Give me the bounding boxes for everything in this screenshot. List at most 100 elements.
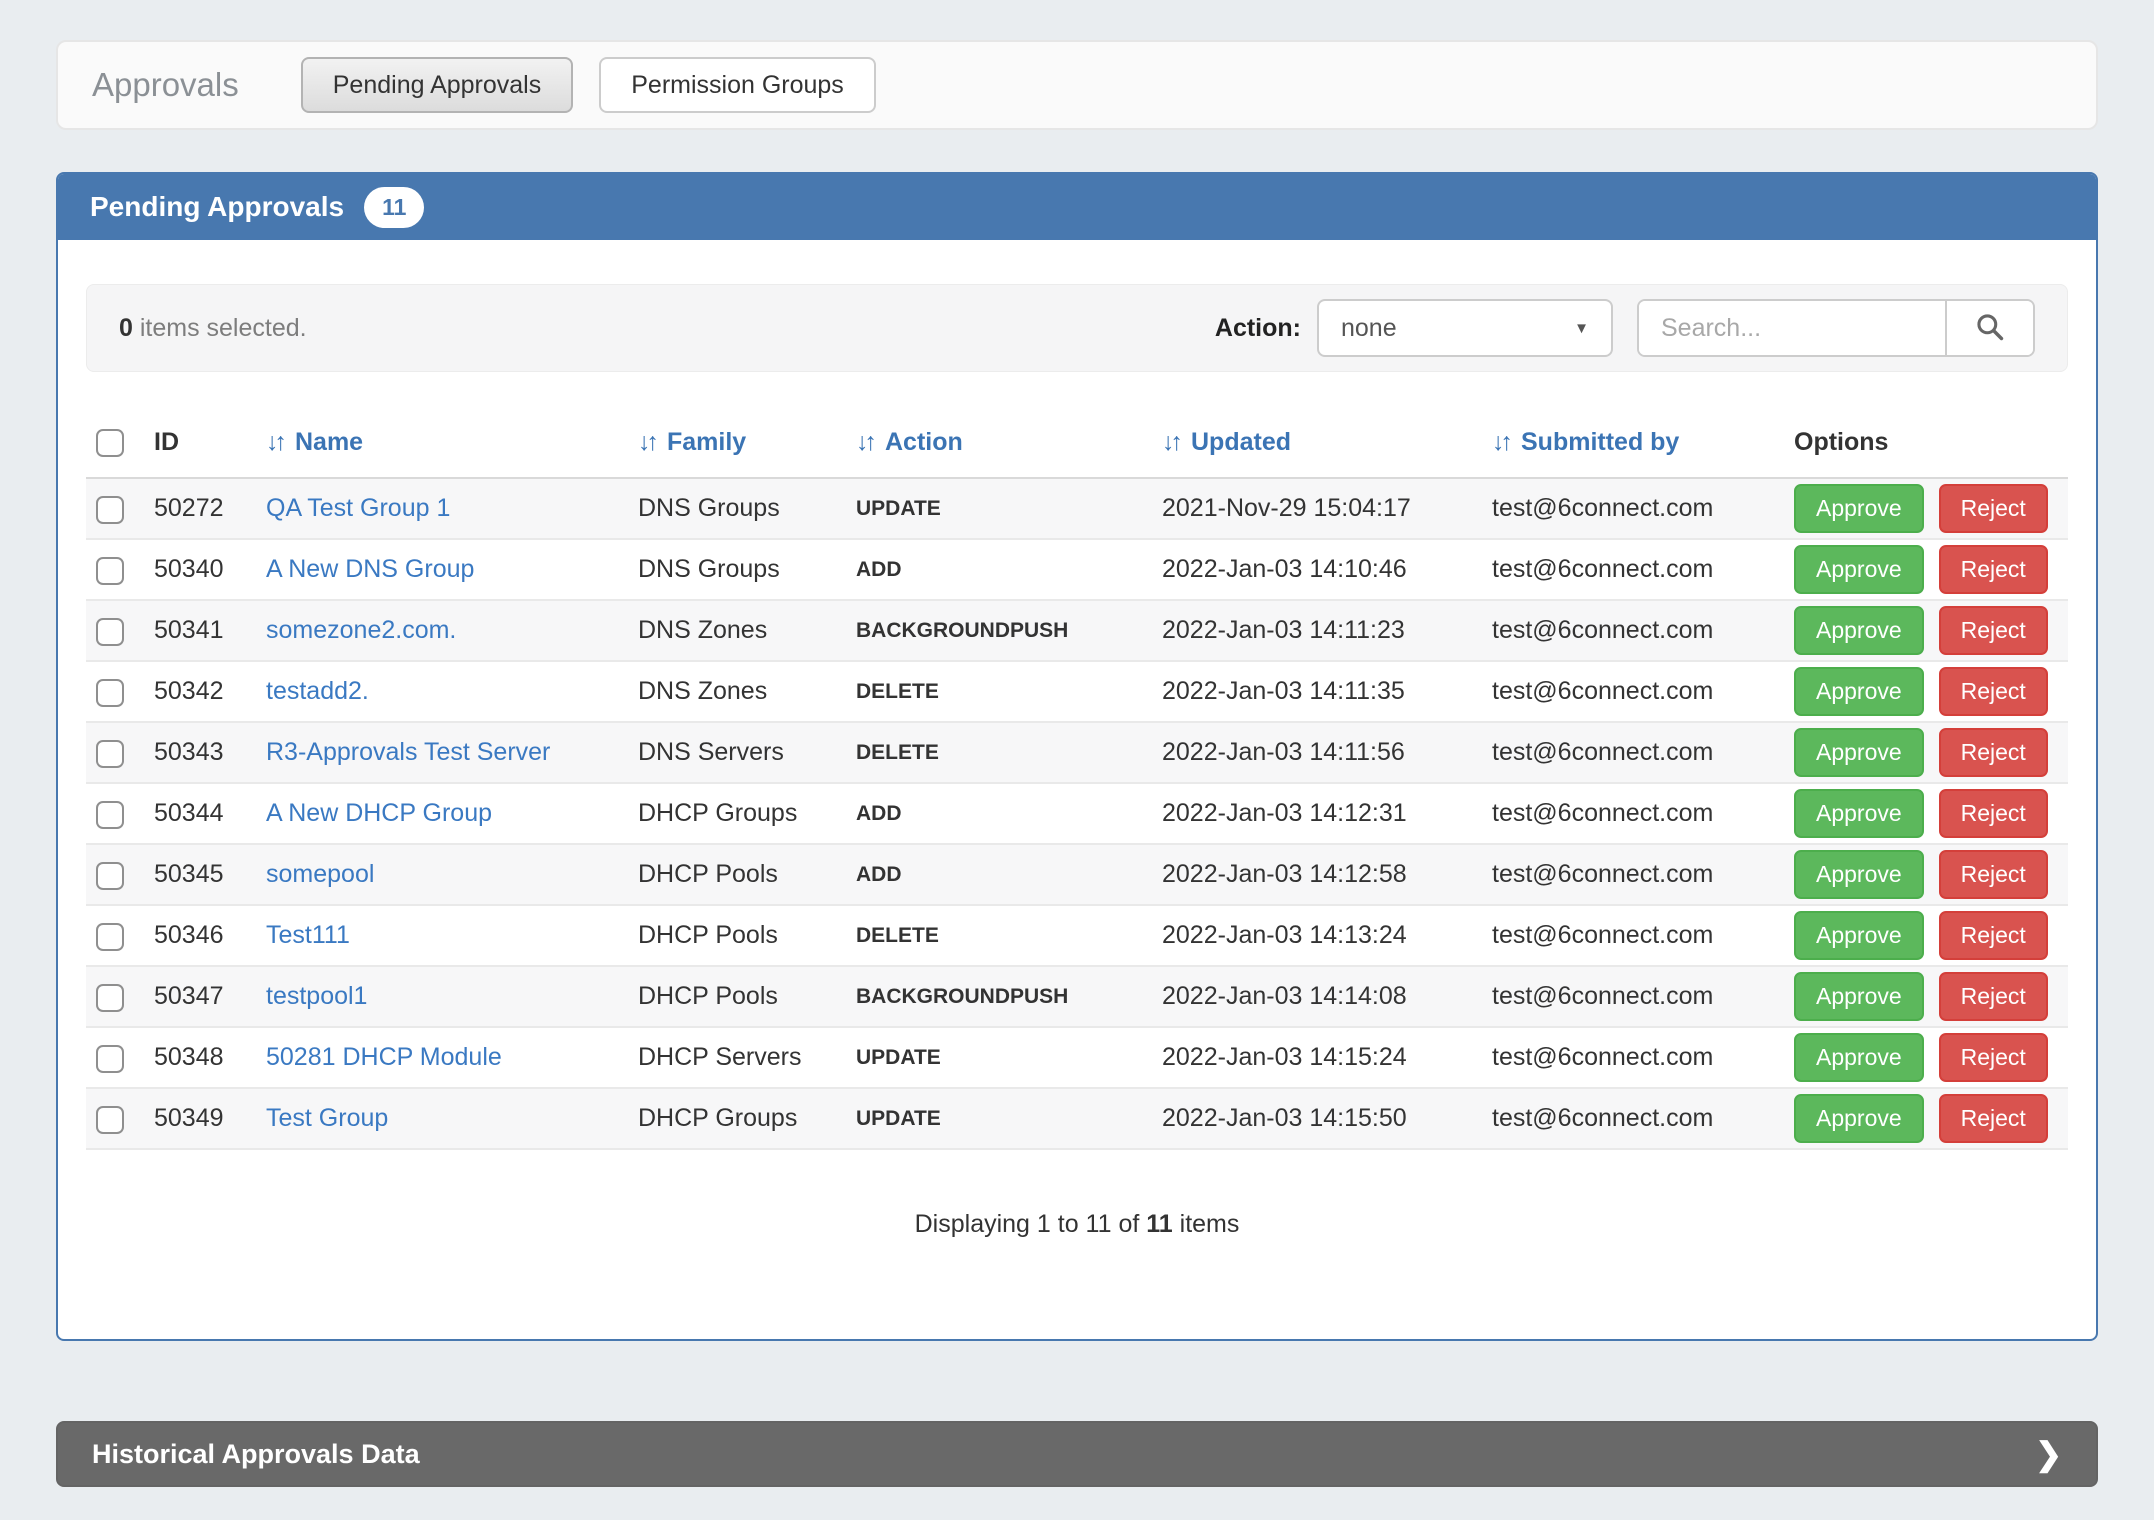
column-header-submitted-by[interactable]: ↓↑Submitted by [1482,428,1784,478]
select-all-checkbox[interactable] [96,429,124,457]
row-checkbox[interactable] [96,923,124,951]
row-updated: 2022-Jan-03 14:14:08 [1152,966,1482,1027]
approve-button[interactable]: Approve [1794,1094,1924,1143]
page-header-card: Approvals Pending Approvals Permission G… [56,40,2098,130]
row-checkbox-cell [86,966,144,1027]
row-checkbox[interactable] [96,618,124,646]
reject-button[interactable]: Reject [1939,484,2048,533]
row-updated: 2022-Jan-03 14:15:50 [1152,1088,1482,1149]
approve-button[interactable]: Approve [1794,1033,1924,1082]
search-input[interactable] [1639,301,1945,355]
row-submitted-by: test@6connect.com [1482,966,1784,1027]
selected-items-status: 0 items selected. [119,314,307,343]
row-name-link[interactable]: R3-Approvals Test Server [266,738,550,766]
search-group [1637,299,2035,357]
row-name-link[interactable]: Test Group [266,1104,388,1132]
row-checkbox[interactable] [96,740,124,768]
toolbar-right: Action: none ▼ [1215,299,2035,357]
approve-button[interactable]: Approve [1794,789,1924,838]
row-family: DHCP Servers [628,1027,846,1088]
row-checkbox[interactable] [96,984,124,1012]
approve-button[interactable]: Approve [1794,728,1924,777]
row-updated: 2022-Jan-03 14:12:58 [1152,844,1482,905]
row-checkbox-cell [86,539,144,600]
panel-title: Pending Approvals [90,191,344,223]
tab-permission-groups[interactable]: Permission Groups [599,57,876,113]
row-name-link[interactable]: Test111 [266,921,350,949]
table-row: 50346 Test111 DHCP Pools DELETE 2022-Jan… [86,905,2068,966]
row-name-link[interactable]: testadd2. [266,677,369,705]
row-options-cell: Approve Reject [1784,661,2068,722]
reject-button[interactable]: Reject [1939,606,2048,655]
historical-approvals-bar[interactable]: Historical Approvals Data ❯ [56,1421,2098,1487]
row-name-link[interactable]: A New DHCP Group [266,799,492,827]
reject-button[interactable]: Reject [1939,850,2048,899]
row-name-link[interactable]: somezone2.com. [266,616,456,644]
action-select[interactable]: none ▼ [1317,299,1613,357]
row-name-link[interactable]: A New DNS Group [266,555,474,583]
approve-button[interactable]: Approve [1794,972,1924,1021]
reject-button[interactable]: Reject [1939,667,2048,716]
row-checkbox[interactable] [96,557,124,585]
column-header-action[interactable]: ↓↑Action [846,428,1152,478]
row-name-link[interactable]: testpool1 [266,982,367,1010]
row-checkbox[interactable] [96,1045,124,1073]
row-id: 50348 [144,1027,256,1088]
approve-button[interactable]: Approve [1794,606,1924,655]
table-row: 50341 somezone2.com. DNS Zones BACKGROUN… [86,600,2068,661]
row-family: DNS Groups [628,539,846,600]
reject-button[interactable]: Reject [1939,972,2048,1021]
header-checkbox-cell [86,428,144,478]
row-checkbox-cell [86,478,144,539]
panel-body: 0 items selected. Action: none ▼ [58,284,2096,1339]
row-options-cell: Approve Reject [1784,722,2068,783]
row-checkbox[interactable] [96,1106,124,1134]
reject-button[interactable]: Reject [1939,789,2048,838]
approve-button[interactable]: Approve [1794,850,1924,899]
row-checkbox-cell [86,661,144,722]
approvals-table-body: 50272 QA Test Group 1 DNS Groups UPDATE … [86,478,2068,1149]
row-name-link[interactable]: 50281 DHCP Module [266,1043,502,1071]
column-header-family[interactable]: ↓↑Family [628,428,846,478]
row-id: 50340 [144,539,256,600]
row-options-cell: Approve Reject [1784,1027,2068,1088]
row-id: 50343 [144,722,256,783]
approve-button[interactable]: Approve [1794,484,1924,533]
tab-pending-approvals[interactable]: Pending Approvals [301,57,573,113]
row-name-cell: somepool [256,844,628,905]
row-name-cell: 50281 DHCP Module [256,1027,628,1088]
search-button[interactable] [1945,301,2033,355]
column-header-updated[interactable]: ↓↑Updated [1152,428,1482,478]
row-name-link[interactable]: QA Test Group 1 [266,494,450,522]
row-submitted-by: test@6connect.com [1482,844,1784,905]
sort-icon: ↓↑ [1492,428,1509,456]
row-family: DNS Groups [628,478,846,539]
reject-button[interactable]: Reject [1939,545,2048,594]
row-checkbox[interactable] [96,679,124,707]
row-checkbox-cell [86,783,144,844]
action-label: Action: [1215,314,1301,343]
row-id: 50272 [144,478,256,539]
row-name-cell: A New DNS Group [256,539,628,600]
chevron-down-icon: ▼ [1574,320,1589,337]
reject-button[interactable]: Reject [1939,728,2048,777]
approve-button[interactable]: Approve [1794,667,1924,716]
reject-button[interactable]: Reject [1939,1033,2048,1082]
reject-button[interactable]: Reject [1939,1094,2048,1143]
column-header-options: Options [1784,428,2068,478]
row-action: BACKGROUNDPUSH [846,600,1152,661]
row-options-cell: Approve Reject [1784,966,2068,1027]
row-checkbox[interactable] [96,801,124,829]
column-header-name[interactable]: ↓↑Name [256,428,628,478]
row-updated: 2022-Jan-03 14:11:35 [1152,661,1482,722]
count-badge: 11 [364,187,424,228]
approve-button[interactable]: Approve [1794,911,1924,960]
row-updated: 2022-Jan-03 14:15:24 [1152,1027,1482,1088]
row-options-cell: Approve Reject [1784,600,2068,661]
row-checkbox[interactable] [96,862,124,890]
approve-button[interactable]: Approve [1794,545,1924,594]
row-name-link[interactable]: somepool [266,860,374,888]
reject-button[interactable]: Reject [1939,911,2048,960]
row-checkbox[interactable] [96,496,124,524]
row-id: 50349 [144,1088,256,1149]
